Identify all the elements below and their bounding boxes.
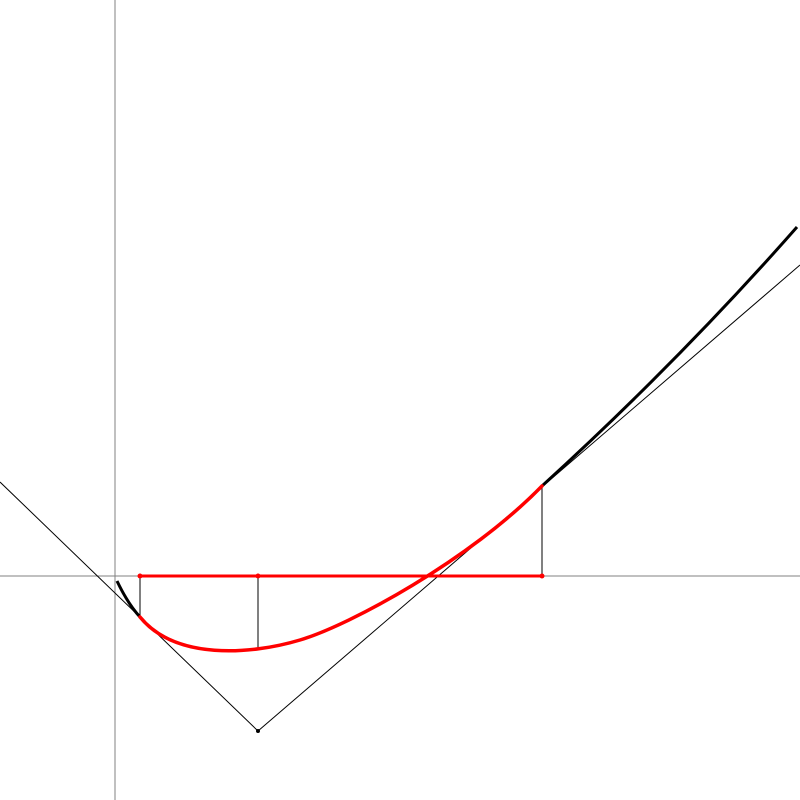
red-curve-segment [138, 484, 544, 653]
vertex-point [256, 729, 260, 733]
point-b [255, 573, 261, 579]
black-curve-left [115, 580, 142, 619]
left-tangent-line [0, 481, 259, 732]
point-c [539, 573, 545, 579]
black-curve-right [540, 226, 799, 488]
point-a [137, 573, 143, 579]
